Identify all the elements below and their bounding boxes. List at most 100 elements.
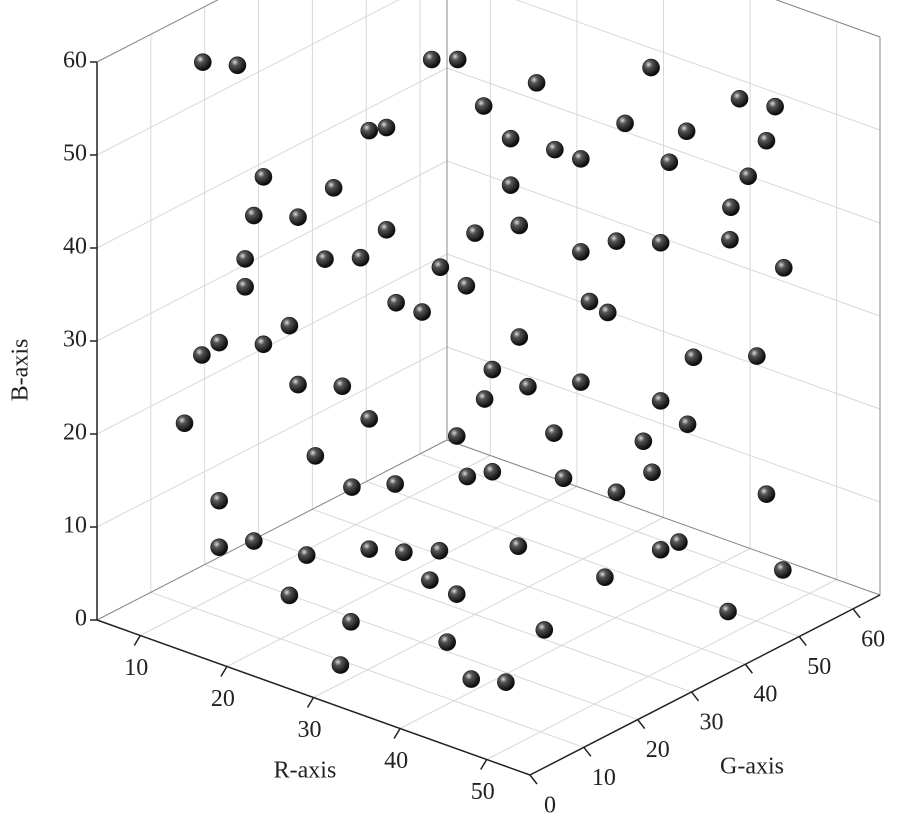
z-tick-label: 50 <box>63 141 87 167</box>
grid-line <box>226 486 578 667</box>
point <box>722 198 740 217</box>
point <box>413 303 431 321</box>
point <box>519 377 537 396</box>
z-tick-label: 40 <box>63 234 87 260</box>
point <box>572 373 590 391</box>
y-tick <box>690 691 700 702</box>
point <box>438 633 456 651</box>
y-tick-label: 30 <box>700 709 724 735</box>
point <box>430 541 449 560</box>
point <box>501 176 520 194</box>
z-tick-label: 20 <box>63 420 87 446</box>
point <box>535 621 554 639</box>
z-tick-label: 0 <box>75 606 87 632</box>
point <box>316 250 334 268</box>
point <box>546 140 564 159</box>
y-axis-title: G-axis <box>720 754 784 780</box>
y-tick <box>529 774 538 785</box>
point <box>501 129 520 148</box>
point <box>306 447 325 465</box>
point <box>474 97 493 115</box>
x-tick <box>480 759 488 770</box>
point <box>447 585 466 603</box>
point <box>651 234 670 252</box>
y-tick-label: 40 <box>753 682 777 708</box>
point <box>297 546 316 564</box>
grid-layer: 0 10 20 30 40 50 60 10 20 30 40 50 0 10 20 30 40 50 60 <box>63 0 885 819</box>
point <box>228 56 247 75</box>
point <box>607 232 626 250</box>
point <box>616 114 634 133</box>
point-layer <box>175 50 793 692</box>
box-edge <box>775 0 881 38</box>
point <box>739 167 758 186</box>
x-tick <box>133 635 141 646</box>
grid-line <box>96 346 448 528</box>
point <box>580 292 599 311</box>
point <box>572 243 590 261</box>
point <box>245 206 263 225</box>
point <box>670 533 688 551</box>
point <box>748 347 766 365</box>
point <box>766 97 784 116</box>
point <box>333 377 352 396</box>
point <box>387 293 405 312</box>
point <box>483 463 502 481</box>
point <box>509 537 528 556</box>
z-tick-label: 60 <box>63 48 87 74</box>
point <box>289 208 307 227</box>
point <box>331 656 350 674</box>
point <box>254 335 273 354</box>
grid-line <box>96 160 448 342</box>
point <box>598 303 617 322</box>
point <box>236 250 254 268</box>
point <box>343 478 361 496</box>
point <box>210 491 228 510</box>
point <box>510 216 529 235</box>
point <box>386 475 405 493</box>
grid-line <box>96 67 448 249</box>
point <box>607 483 626 502</box>
point <box>719 602 737 621</box>
point <box>596 568 614 587</box>
point <box>677 122 696 141</box>
point <box>254 168 273 186</box>
point <box>475 390 494 408</box>
point <box>236 278 254 296</box>
point <box>774 259 793 277</box>
point <box>377 221 396 239</box>
z-axis-title: B-axis <box>8 339 34 402</box>
point <box>210 538 228 557</box>
point <box>458 467 477 486</box>
y-tick <box>798 636 807 646</box>
point <box>360 410 379 428</box>
point <box>466 224 484 242</box>
point <box>660 153 679 172</box>
point <box>730 89 749 108</box>
y-tick-label: 20 <box>646 737 670 763</box>
point <box>421 571 439 589</box>
point <box>280 586 299 605</box>
point <box>572 150 590 168</box>
x-tick-label: 30 <box>298 717 322 743</box>
x-tick-label: 50 <box>471 779 495 805</box>
point <box>245 532 263 550</box>
point <box>447 427 466 445</box>
x-tick-label: 10 <box>124 655 148 681</box>
y-tick <box>744 663 753 674</box>
x-tick <box>393 728 401 739</box>
point <box>545 424 563 442</box>
x-tick <box>220 666 228 677</box>
x-tick-label: 40 <box>384 748 408 774</box>
grid-line <box>486 579 837 760</box>
point <box>175 414 194 433</box>
y-tick <box>852 608 861 619</box>
point <box>377 118 396 137</box>
y-tick-label: 50 <box>807 654 831 680</box>
x-axis-title: R-axis <box>274 758 337 784</box>
point <box>554 469 573 488</box>
point <box>431 258 450 277</box>
point <box>497 673 515 692</box>
point <box>324 179 343 197</box>
